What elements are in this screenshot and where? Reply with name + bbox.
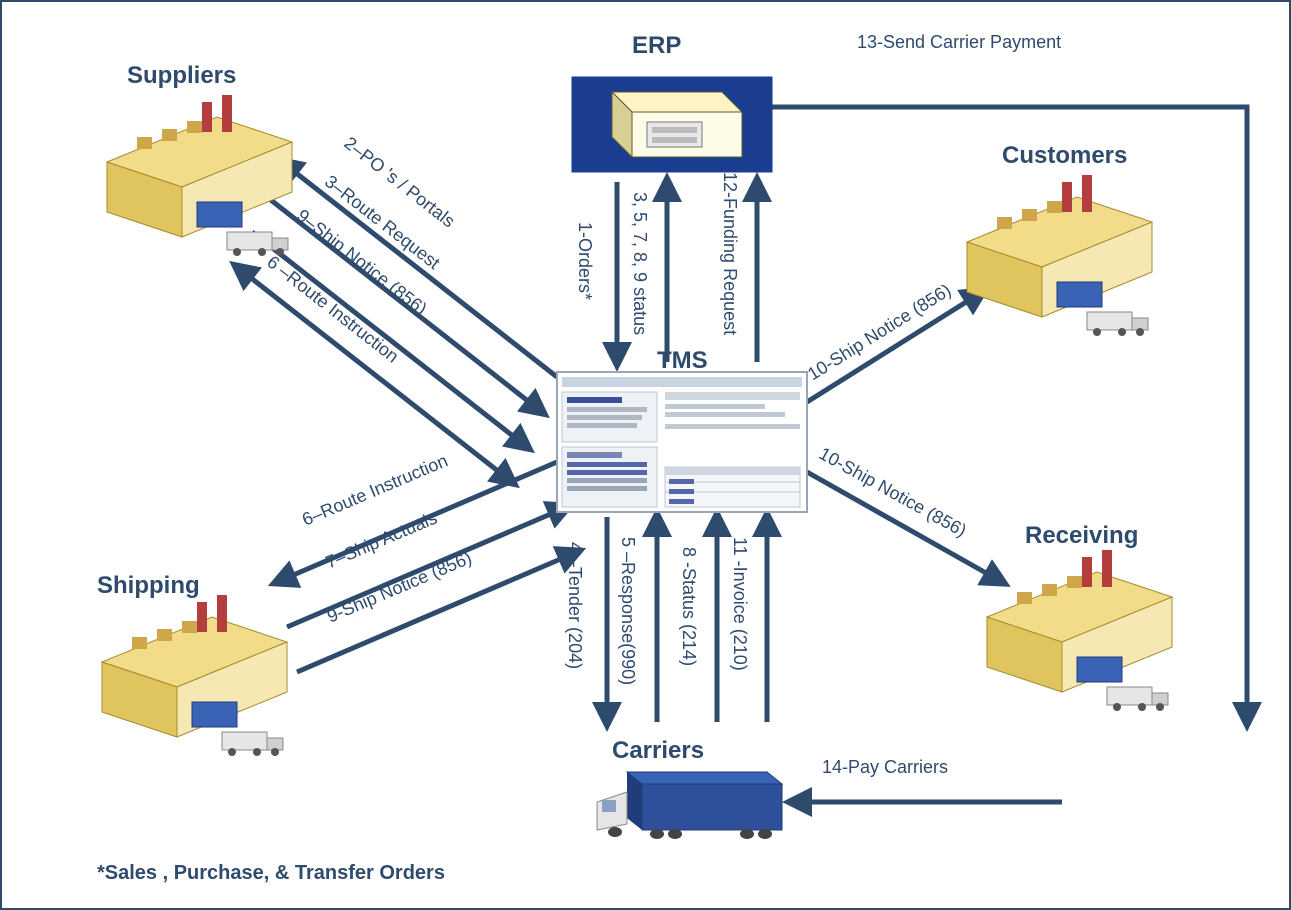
diagram-canvas xyxy=(2,2,1289,908)
edge-label-e13: 13-Send Carrier Payment xyxy=(857,32,1061,53)
receiving-label: Receiving xyxy=(1025,522,1138,550)
suppliers-node-icon xyxy=(107,95,292,256)
edge-label-e11: 11 -Invoice (210) xyxy=(729,537,750,671)
edge-e10a xyxy=(807,292,982,402)
edge-label-e5: 5 –Response(990) xyxy=(617,537,638,685)
edge-e9a xyxy=(252,232,527,447)
suppliers-label: Suppliers xyxy=(127,62,236,90)
tms-label: TMS xyxy=(657,347,708,375)
shipping-label: Shipping xyxy=(97,572,200,600)
tms-node-icon xyxy=(557,372,807,512)
edge-label-e8: 8 -Status (214) xyxy=(678,547,699,666)
erp-label: ERP xyxy=(632,32,681,60)
customers-node-icon xyxy=(967,175,1152,336)
carriers-node-icon xyxy=(597,772,782,839)
customers-label: Customers xyxy=(1002,142,1127,170)
tms-flow-diagram: ERP TMS Suppliers Shipping Customers Rec… xyxy=(0,0,1291,910)
edge-label-e4: 4 –Tender (204) xyxy=(564,542,585,669)
carriers-label: Carriers xyxy=(612,737,704,765)
edge-label-est: 3, 5, 7, 8, 9 status xyxy=(629,192,650,335)
footnote: *Sales , Purchase, & Transfer Orders xyxy=(97,862,445,885)
erp-node-icon xyxy=(572,77,772,172)
edge-label-e12: 12-Funding Request xyxy=(719,172,740,335)
edge-label-e1: 1-Orders* xyxy=(574,222,595,300)
edge-label-e14: 14-Pay Carriers xyxy=(822,757,948,778)
shipping-node-icon xyxy=(102,595,287,756)
receiving-node-icon xyxy=(987,550,1172,711)
edge-e6a xyxy=(237,267,512,482)
